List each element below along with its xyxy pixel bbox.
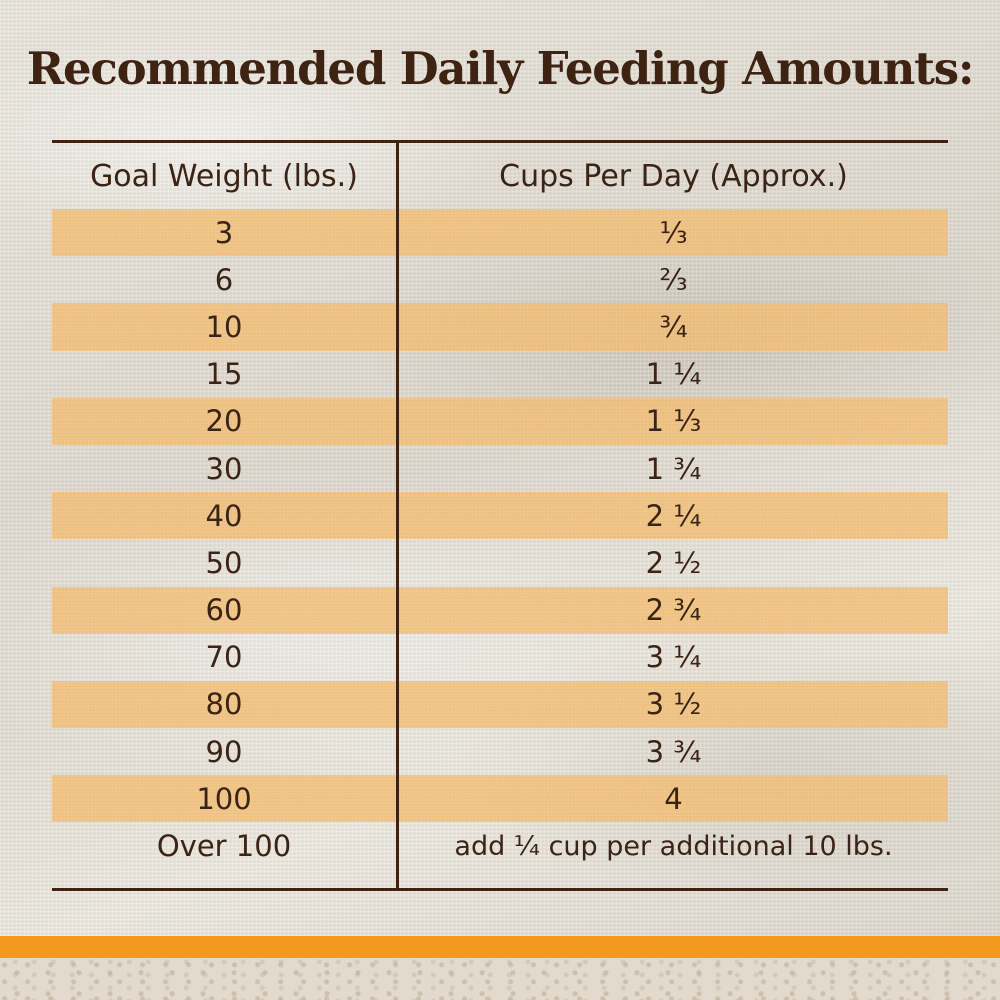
table-row: 10 ¾ [52, 303, 948, 351]
feeding-table: Goal Weight (lbs.) Cups Per Day (Approx.… [52, 140, 948, 891]
weight-cell: 15 [205, 357, 243, 392]
weight-cell: 100 [196, 781, 252, 816]
table-body: 3 ⅓ 6 ⅔ 10 ¾ 15 1 ¼ 20 1 ⅓ 30 1 ¾ 40 2 ¼… [52, 209, 948, 870]
cups-cell: 2 ¾ [645, 593, 702, 628]
table-row: 60 2 ¾ [52, 586, 948, 634]
table-bottom-rule [52, 888, 948, 891]
weight-cell: 90 [205, 734, 243, 769]
table-row: 6 ⅔ [52, 256, 948, 303]
table-header: Goal Weight (lbs.) Cups Per Day (Approx.… [52, 143, 948, 209]
cups-cell: 1 ¾ [645, 451, 702, 486]
table-row: 70 3 ¼ [52, 634, 948, 681]
table-row: 80 3 ½ [52, 680, 948, 729]
table-row: 50 2 ½ [52, 539, 948, 586]
table-row: 15 1 ¼ [52, 351, 948, 398]
cups-cell: 2 ¼ [645, 498, 702, 533]
cups-cell: 3 ¾ [645, 734, 702, 769]
weight-cell: 80 [205, 687, 243, 722]
cups-cell: add ¼ cup per additional 10 lbs. [454, 830, 893, 862]
cups-cell: 2 ½ [645, 545, 702, 580]
cups-cell: 1 ¼ [645, 357, 702, 392]
cups-cell: 3 ½ [645, 687, 702, 722]
cups-cell: 4 [664, 781, 683, 816]
table-row: 90 3 ¾ [52, 728, 948, 775]
table-top-rule [52, 140, 948, 143]
page-title: Recommended Daily Feeding Amounts: [26, 42, 975, 95]
cups-cell: ⅔ [659, 262, 688, 297]
orange-footer-bar [0, 936, 1000, 958]
cups-cell: 1 ⅓ [645, 404, 702, 439]
weight-cell: 60 [205, 593, 243, 628]
cups-cell: ¾ [659, 309, 688, 344]
column-divider [396, 140, 399, 891]
sand-texture-strip [0, 958, 1000, 1000]
weight-cell: 40 [205, 498, 243, 533]
weight-cell: 20 [205, 404, 243, 439]
cups-cell: ⅓ [659, 215, 688, 250]
header-goal-weight: Goal Weight (lbs.) [90, 158, 358, 194]
table-row: 40 2 ¼ [52, 492, 948, 540]
table-row: Over 100 add ¼ cup per additional 10 lbs… [52, 822, 948, 869]
header-cups-per-day: Cups Per Day (Approx.) [499, 158, 848, 194]
table-row: 100 4 [52, 775, 948, 823]
weight-cell: 30 [205, 451, 243, 486]
cups-cell: 3 ¼ [645, 640, 702, 675]
weight-cell: 50 [205, 545, 243, 580]
weight-cell: 6 [214, 262, 234, 297]
table-row: 20 1 ⅓ [52, 397, 948, 445]
weight-cell: 70 [205, 640, 243, 675]
weight-cell: Over 100 [156, 829, 292, 864]
table-row: 30 1 ¾ [52, 445, 948, 492]
weight-cell: 3 [214, 215, 234, 250]
weight-cell: 10 [205, 309, 243, 344]
table-row: 3 ⅓ [52, 209, 948, 257]
